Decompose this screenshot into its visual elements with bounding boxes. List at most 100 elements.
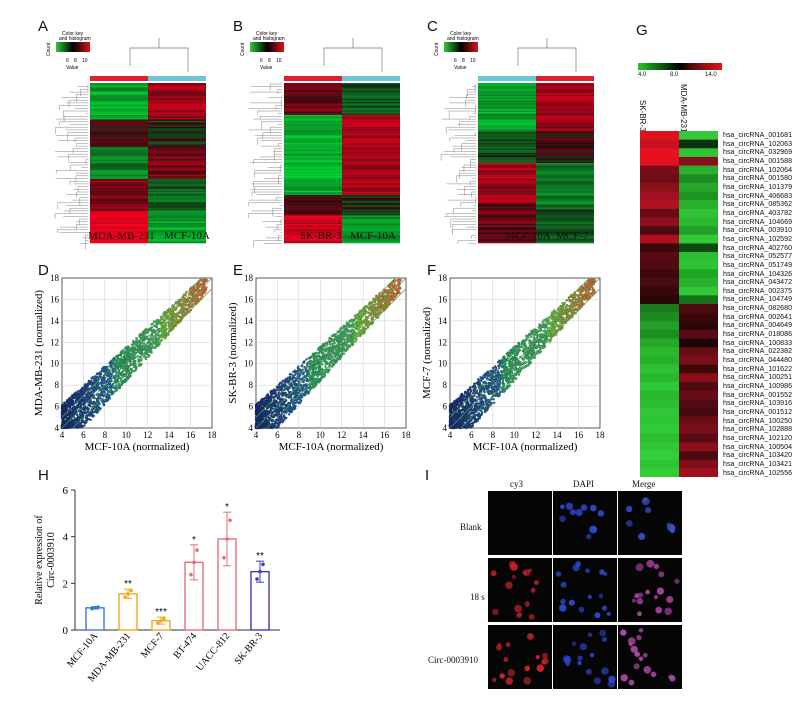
heat-cell: [478, 179, 536, 181]
heat-cell: [148, 192, 206, 194]
heat-cell: [148, 199, 206, 202]
heat-cell: [284, 100, 342, 103]
scatter-point: [131, 350, 134, 353]
g-cell-skbr3: [640, 243, 679, 253]
scatter-point: [202, 292, 205, 295]
g-col-label-skbr3: SK-BR-3: [638, 100, 647, 132]
heat-cell: [284, 107, 342, 110]
circrna-label: hsa_circRNA_001512: [723, 408, 793, 416]
heat-cell: [148, 87, 206, 90]
heat-cell: [90, 192, 148, 194]
heat-cell: [148, 97, 206, 100]
heat-cell: [284, 215, 342, 218]
panel-label-a: A: [38, 18, 49, 35]
heat-cell: [90, 174, 148, 177]
heat-cell: [148, 138, 206, 141]
scatter-point: [185, 291, 188, 294]
heat-cell: [478, 148, 536, 151]
heat-cell: [148, 148, 206, 151]
scatter-point: [289, 375, 292, 379]
heat-cell: [536, 117, 594, 120]
scatter-point: [100, 378, 104, 382]
heat-cell: [478, 163, 536, 165]
scatter-point: [273, 388, 276, 391]
scatter-point: [344, 324, 347, 327]
heat-cell: [284, 93, 342, 95]
scatter-point: [82, 419, 85, 423]
panel-label-h: H: [38, 467, 49, 484]
circrna-label: hsa_circRNA_102888: [723, 425, 793, 434]
heat-cell: [148, 158, 206, 161]
heat-cell: [284, 139, 342, 142]
scatter-point: [167, 317, 170, 321]
heat-cell: [148, 132, 206, 135]
scatter-point: [287, 390, 291, 393]
scatter-point: [157, 337, 161, 340]
heat-cell: [148, 221, 206, 223]
heat-cell: [90, 97, 148, 100]
scatter-point: [184, 294, 188, 297]
scatter-point: [139, 356, 142, 359]
scatter-point: [351, 334, 354, 337]
g-cell-skbr3: [640, 329, 679, 339]
heat-cell: [342, 206, 400, 209]
heat-cell: [342, 170, 400, 173]
scatter-point: [122, 349, 125, 352]
scatter-point: [198, 282, 202, 286]
heat-cell: [536, 231, 594, 234]
scatter-point: [133, 346, 137, 349]
heat-cell: [148, 237, 206, 239]
scatter-point: [181, 299, 185, 302]
heat-cell: [90, 91, 148, 94]
g-cell-skbr3: [640, 165, 679, 175]
g-cell-skbr3: [640, 139, 679, 149]
heat-cell: [478, 151, 536, 154]
heat-cell: [148, 120, 206, 123]
heat-cell: [536, 126, 594, 129]
scatter-point: [84, 383, 87, 386]
heat-cell: [284, 186, 342, 189]
circrna-label: hsa_circRNA_002375: [723, 286, 793, 295]
heat-cell: [90, 183, 148, 186]
row-dendrogram: [54, 83, 89, 250]
heat-cell: [90, 106, 148, 109]
scatter-point: [88, 413, 92, 416]
fold-line: [72, 288, 213, 429]
heat-cell: [148, 107, 206, 110]
scatter-point: [275, 418, 279, 421]
scatter-point: [284, 392, 287, 395]
scatter-point: [366, 306, 370, 309]
circrna-label: hsa_circRNA_018086: [723, 330, 793, 339]
scatter-point: [190, 288, 193, 292]
heat-cell: [342, 138, 400, 141]
g-cell-mda: [679, 364, 718, 374]
heat-cell: [342, 235, 400, 238]
scatter-point: [112, 357, 115, 361]
scatter-point: [379, 310, 383, 314]
heat-cell: [90, 107, 148, 110]
heat-cell: [478, 94, 536, 97]
x-tick-label: 14: [165, 430, 175, 440]
scatter-point: [76, 426, 80, 429]
heat-cell: [536, 228, 594, 231]
heat-cell: [478, 128, 536, 130]
heat-cell: [148, 94, 206, 97]
scatter-point: [144, 327, 148, 331]
g-cell-skbr3: [640, 286, 679, 296]
heat-cell: [478, 85, 536, 88]
heat-cell: [478, 203, 536, 206]
heat-cell: [536, 163, 594, 165]
heat-cell: [148, 206, 206, 209]
heat-cell: [342, 115, 400, 117]
scatter-point: [79, 410, 82, 414]
heat-cell: [90, 161, 148, 164]
scatter-point: [94, 410, 97, 413]
heat-cell: [284, 84, 342, 87]
circrna-label: hsa_circRNA_103916: [723, 399, 793, 408]
heat-cell: [478, 206, 536, 209]
y-tick-label: 18: [50, 273, 60, 283]
g-cell-skbr3: [640, 312, 679, 322]
heat-cell: [90, 138, 148, 141]
heat-cell: [342, 94, 400, 97]
scatter-point: [98, 371, 101, 374]
